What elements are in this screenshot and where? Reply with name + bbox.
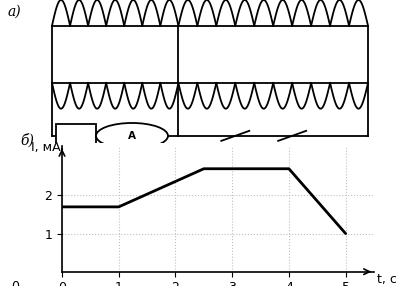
Text: I, мА: I, мА — [31, 141, 61, 154]
Bar — [56, 124, 96, 147]
Circle shape — [96, 123, 168, 149]
Text: а): а) — [8, 4, 22, 18]
Bar — [52, 26, 368, 83]
Text: t, с: t, с — [377, 273, 397, 286]
Text: б): б) — [20, 133, 34, 148]
Text: 0: 0 — [11, 280, 19, 286]
Text: A: A — [128, 131, 136, 141]
